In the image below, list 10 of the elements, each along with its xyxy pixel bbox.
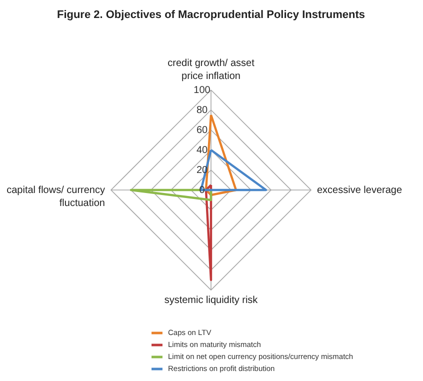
spoke-label: credit growth/ asset price inflation xyxy=(168,58,255,82)
spoke-label: excessive leverage xyxy=(317,185,402,196)
spoke-label: capital flows/ currency fluctuation xyxy=(6,185,105,209)
y-tick-label: 40 xyxy=(196,145,208,156)
chart-title: Figure 2. Objectives of Macroprudential Policy Instruments xyxy=(56,9,366,21)
y-tick-label: 0 xyxy=(199,185,206,196)
y-tick-label: 100 xyxy=(194,85,211,96)
y-tick-label: 60 xyxy=(196,125,208,136)
y-tick-label: 80 xyxy=(196,105,208,116)
spoke-label: systemic liquidity risk xyxy=(164,295,259,306)
